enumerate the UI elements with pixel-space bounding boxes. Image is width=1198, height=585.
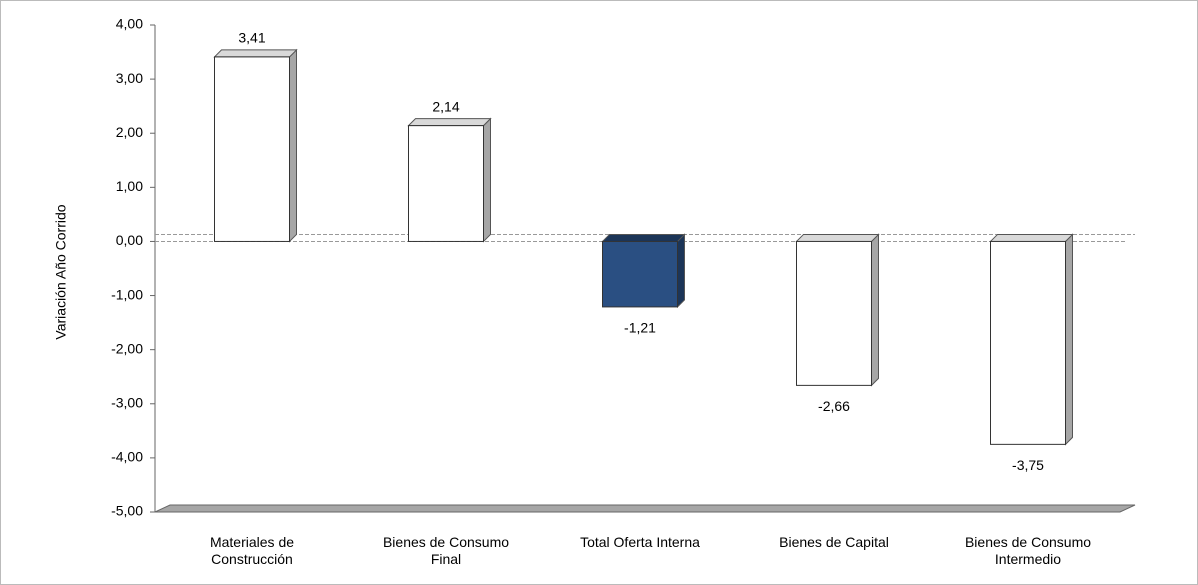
- value-label: 2,14: [432, 98, 459, 114]
- y-tick-label: 3,00: [116, 70, 143, 86]
- x-tick-label: Bienes de Consumo Intermedio: [964, 534, 1092, 567]
- y-tick-label: 2,00: [116, 124, 143, 140]
- bar: [214, 56, 290, 242]
- y-tick-label: 1,00: [116, 178, 143, 194]
- x-tick-label: Total Oferta Interna: [580, 534, 700, 550]
- bar-side: [1065, 233, 1073, 446]
- floor: [154, 504, 1136, 513]
- y-tick-label: -5,00: [111, 503, 143, 519]
- y-tick-label: 0,00: [116, 232, 143, 248]
- bar: [602, 240, 678, 308]
- value-label: -3,75: [1012, 457, 1044, 473]
- x-tick-label: Bienes de Capital: [779, 534, 889, 550]
- x-tick-label: Bienes de Consumo Final: [382, 534, 510, 567]
- y-tick-label: 4,00: [116, 16, 143, 32]
- bar: [990, 240, 1066, 445]
- bar-side: [677, 233, 685, 309]
- bar-top: [407, 118, 492, 127]
- bar-side: [871, 233, 879, 387]
- x-tick-label: Materiales de Construcción: [209, 534, 295, 567]
- y-tick-label: -4,00: [111, 449, 143, 465]
- value-label: 3,41: [238, 30, 265, 46]
- bar: [408, 125, 484, 242]
- bar-top: [795, 233, 880, 242]
- bar-side: [483, 117, 491, 243]
- y-tick-label: -2,00: [111, 340, 143, 356]
- bar-side: [289, 48, 297, 243]
- y-tick-label: -1,00: [111, 286, 143, 302]
- value-label: -1,21: [624, 320, 656, 336]
- value-label: -2,66: [818, 398, 850, 414]
- bar-top: [213, 49, 298, 58]
- bar-top: [989, 233, 1074, 242]
- y-axis-label: Variación Año Corrido: [53, 204, 69, 339]
- bar: [796, 240, 872, 386]
- bar-top: [601, 233, 686, 242]
- y-tick-label: -3,00: [111, 394, 143, 410]
